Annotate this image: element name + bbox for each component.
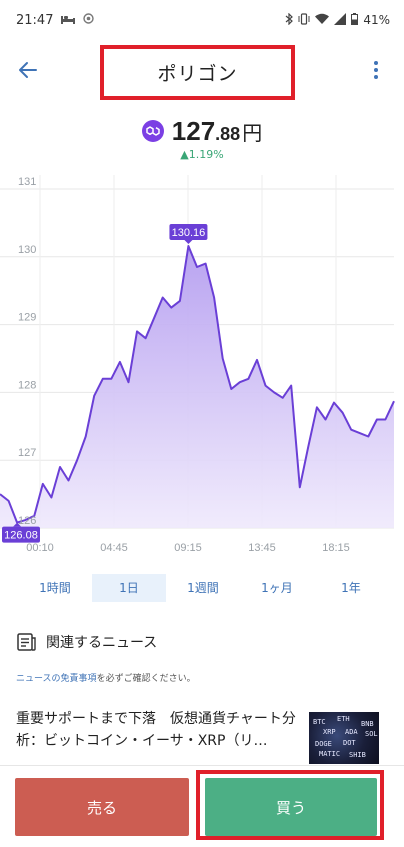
up-triangle-icon: ▲: [180, 148, 189, 161]
y-tick-label: 127: [18, 447, 36, 459]
price-unit: 円: [242, 120, 263, 145]
buy-button[interactable]: 買う: [205, 778, 377, 836]
x-tick-label: 00:10: [26, 542, 54, 554]
page-title: ポリゴン: [157, 63, 238, 85]
price-change: ▲1.19%: [0, 148, 404, 161]
price-integer: 127: [171, 115, 216, 146]
bed-icon: [61, 14, 76, 27]
battery-icon: [351, 12, 359, 28]
price-line: [0, 245, 395, 524]
battery-percent: 41%: [363, 13, 390, 27]
x-tick-label: 09:15: [174, 542, 202, 554]
x-tick-label: 18:15: [322, 542, 350, 554]
news-disclaimer-text: を必ずご確認ください。: [96, 674, 196, 684]
news-icon: [17, 633, 36, 651]
news-section-title: 関連するニュース: [46, 635, 158, 651]
sell-button[interactable]: 売る: [15, 778, 189, 836]
vibrate-icon: [298, 12, 310, 28]
polygon-coin-icon: [141, 120, 164, 142]
svg-text:126.08: 126.08: [4, 530, 38, 542]
thumbnail-coin-label: DOGE: [315, 740, 332, 748]
price-area-fill: [0, 246, 394, 528]
news-disclaimer-link[interactable]: ニュースの免責事項: [16, 674, 97, 684]
price-row: 127.88 円: [0, 112, 404, 150]
y-tick-label: 128: [18, 379, 36, 391]
thumbnail-coin-label: BNB: [361, 720, 374, 728]
status-bar: 21:47 41%: [0, 0, 404, 40]
period-tabs: 1時間 1日 1週間 1ヶ月 1年: [18, 574, 388, 602]
thumbnail-coin-label: SOL: [365, 730, 378, 738]
price-value: 127.88 円: [172, 116, 262, 147]
period-tab[interactable]: 1年: [341, 581, 361, 595]
period-tab[interactable]: 1日: [92, 574, 166, 602]
more-vert-icon: [374, 61, 378, 65]
price-decimal: .88: [215, 123, 241, 144]
app-bar: ポリゴン: [0, 42, 404, 100]
status-left: 21:47: [16, 12, 95, 28]
x-tick-label: 04:45: [100, 542, 128, 554]
news-header: 関連するニュース: [16, 632, 157, 652]
title-highlight-box: ポリゴン: [100, 45, 295, 100]
back-button[interactable]: [12, 54, 44, 86]
back-arrow-icon: [19, 62, 37, 78]
notification-icon: [83, 13, 95, 27]
thumbnail-coin-label: XRP: [323, 728, 336, 736]
status-time: 21:47: [16, 12, 54, 28]
high-price-label: 130.16: [169, 223, 208, 244]
price-chart[interactable]: 131 130 129 128 127 126 00:10 04:45 09:15 13:45 18…: [0, 175, 404, 565]
bottom-action-bar: 売る 買う: [0, 765, 404, 847]
svg-text:130.16: 130.16: [172, 227, 206, 239]
bluetooth-icon: [285, 12, 294, 28]
signal-icon: [334, 12, 347, 28]
thumbnail-coin-label: ADA: [345, 728, 358, 736]
thumbnail-coin-label: DOT: [343, 739, 356, 747]
thumbnail-coin-label: BTC: [313, 718, 326, 726]
buy-highlight-box: [196, 770, 384, 840]
thumbnail-coin-label: SHIB: [349, 751, 366, 759]
price-chart-svg: 131 130 129 128 127 126 00:10 04:45 09:15 13:45 18…: [0, 175, 395, 554]
period-tab[interactable]: 1週間: [187, 581, 219, 595]
y-tick-label: 129: [18, 312, 36, 324]
wifi-icon: [315, 13, 330, 27]
more-options-button[interactable]: [366, 56, 386, 84]
news-item[interactable]: 重要サポートまで下落 仮想通貨チャート分析：ビットコイン・イーサ・XRP（リ… …: [16, 708, 388, 764]
x-tick-label: 13:45: [248, 542, 276, 554]
y-tick-label: 126: [18, 515, 36, 527]
status-right: 41%: [285, 12, 390, 28]
news-disclaimer: ニュースの免責事項を必ずご確認ください。: [16, 671, 196, 684]
y-tick-label: 130: [18, 244, 36, 256]
thumbnail-coin-label: ETH: [337, 715, 350, 723]
period-tab[interactable]: 1時間: [39, 581, 71, 595]
period-tab[interactable]: 1ヶ月: [261, 581, 293, 595]
thumbnail-coin-label: MATIC: [319, 750, 341, 758]
y-tick-label: 131: [18, 176, 36, 188]
news-headline: 重要サポートまで下落 仮想通貨チャート分析：ビットコイン・イーサ・XRP（リ…: [16, 711, 296, 749]
low-price-label: 126.08: [2, 522, 40, 543]
news-thumbnail: BTC ETH BNB XRP ADA SOL DOGE DOT MATIC SHIB: [309, 712, 379, 764]
price-change-value: 1.19%: [188, 148, 224, 161]
